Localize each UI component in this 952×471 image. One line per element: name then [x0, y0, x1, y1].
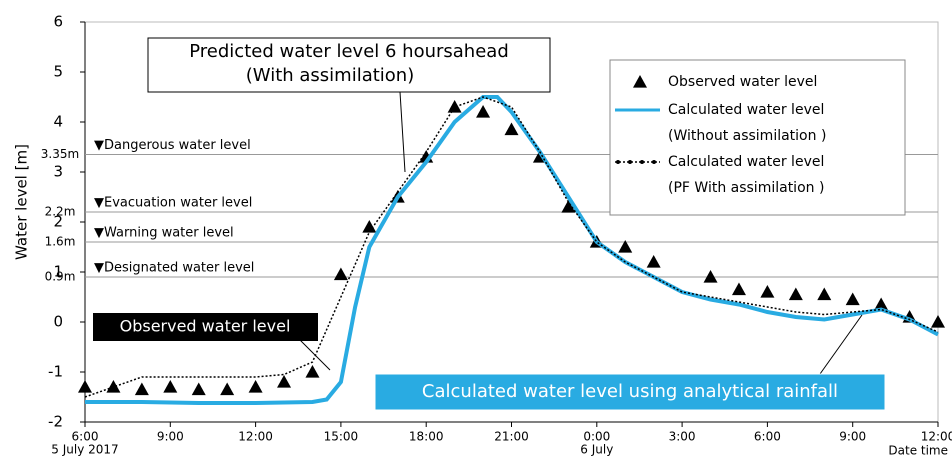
- observed-point: [447, 100, 462, 113]
- x-tick-label: 3:00: [669, 430, 696, 444]
- marks-layer: [78, 95, 945, 405]
- observed-point: [106, 380, 121, 393]
- annotation-box: [147, 37, 551, 93]
- overlay-layer: Observed water level Calculated water lev…: [93, 37, 906, 411]
- leader-line: [299, 339, 331, 371]
- observed-point: [646, 255, 661, 268]
- observed-point: [874, 297, 889, 311]
- legend-dot: [616, 160, 620, 164]
- x-tick-label: 6:00: [72, 430, 99, 444]
- observed-point: [817, 287, 832, 301]
- observed-point: [277, 375, 292, 388]
- y-tick-label: 2: [53, 213, 63, 231]
- threshold-value: 2.2m: [45, 205, 76, 219]
- x-end-label: Date time: [888, 444, 948, 458]
- threshold-value: 1.6m: [45, 235, 76, 249]
- threshold-label: ▼Warning water level: [94, 226, 234, 241]
- observed-point: [333, 267, 348, 281]
- legend-note: (PF With assimilation ): [668, 180, 824, 196]
- annotation-text: (With assimilation): [246, 65, 414, 86]
- x-sublabel: 5 July 2017: [51, 443, 118, 457]
- observed-point: [362, 220, 377, 233]
- legend-dot: [652, 160, 656, 164]
- y-tick-label: 1: [53, 263, 63, 281]
- legend-label: Observed water level: [668, 74, 817, 90]
- observed-point: [760, 285, 775, 298]
- legend-label: Calculated water level: [668, 154, 824, 170]
- observed-point: [191, 382, 206, 396]
- threshold-value: 0.9m: [45, 270, 76, 284]
- y-axis-label: Water level [m]: [13, 144, 31, 260]
- annotation-text: Observed water level: [120, 317, 291, 336]
- threshold-value: 3.35m: [41, 147, 79, 161]
- legend-symbol: [633, 75, 647, 88]
- observed-point: [163, 380, 178, 393]
- x-tick-label: 9:00: [157, 430, 184, 444]
- legend-note: (Without assimilation ): [668, 128, 826, 144]
- x-tick-label: 12:00: [921, 430, 952, 444]
- pf-line: [84, 96, 939, 398]
- observed-point: [504, 122, 519, 136]
- observed-point: [561, 200, 576, 213]
- x-tick-label: 21:00: [494, 430, 529, 444]
- x-tick-label: 9:00: [839, 430, 866, 444]
- x-tick-label: 6:00: [754, 430, 781, 444]
- observed-point: [476, 105, 491, 118]
- observed-point: [788, 287, 803, 301]
- observed-point: [220, 382, 235, 396]
- x-sublabel: 6 July: [580, 443, 613, 457]
- observed-point: [731, 282, 746, 296]
- y-tick-label: 6: [53, 13, 63, 31]
- annotation-box: [93, 313, 318, 341]
- threshold-label: ▼Evacuation water level: [94, 196, 252, 211]
- legend-dot: [640, 160, 644, 164]
- threshold-label: ▼Dangerous water level: [94, 138, 251, 153]
- observed-point: [134, 382, 149, 396]
- legend-label: Calculated water level: [668, 102, 824, 118]
- y-tick-label: 3: [53, 163, 63, 181]
- y-tick-label: -2: [48, 413, 63, 431]
- observed-point: [618, 240, 633, 253]
- observed-point: [248, 380, 263, 393]
- y-tick-label: 4: [53, 113, 63, 131]
- threshold-label: ▼Designated water level: [94, 261, 254, 276]
- x-tick-label: 12:00: [238, 430, 273, 444]
- observed-point: [78, 380, 92, 393]
- x-tick-label: 15:00: [324, 430, 359, 444]
- observed-point: [703, 270, 718, 283]
- observed-point: [305, 365, 320, 378]
- grid-layer: -2 -1 0 1 2 3 4 5 6 6:00 9:00 12:00 15:00 18:00 21:00 0…: [13, 13, 952, 458]
- x-tick-label: 0:00: [583, 430, 610, 444]
- y-tick-label: 0: [53, 313, 63, 331]
- observed-point: [931, 315, 945, 328]
- legend-box: [609, 59, 906, 216]
- calculated-line: [85, 95, 939, 405]
- annotation-text: Calculated water level using analytical …: [422, 381, 838, 402]
- leader-line: [819, 314, 863, 375]
- x-tick-label: 18:00: [409, 430, 444, 444]
- annotation-box: [374, 373, 886, 411]
- leader-line: [399, 91, 406, 173]
- observed-point: [845, 292, 860, 306]
- legend-dot: [628, 160, 632, 164]
- annotation-text: Predicted water level 6 hoursahead: [189, 41, 509, 62]
- y-tick-label: 5: [53, 63, 63, 81]
- y-tick-label: -1: [48, 363, 63, 381]
